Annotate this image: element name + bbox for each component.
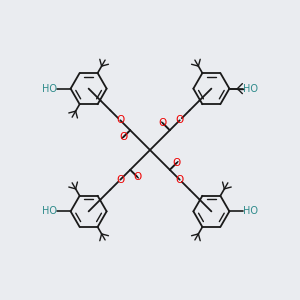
Text: HO: HO (42, 206, 57, 216)
Text: O: O (159, 118, 167, 128)
Text: HO: HO (243, 84, 258, 94)
Text: HO: HO (243, 206, 258, 216)
Text: O: O (133, 172, 141, 182)
Text: O: O (116, 115, 124, 125)
Text: O: O (176, 175, 184, 185)
Text: HO: HO (42, 84, 57, 94)
Text: O: O (172, 158, 181, 168)
Text: O: O (116, 175, 124, 185)
Text: O: O (119, 132, 128, 142)
Text: O: O (176, 115, 184, 125)
